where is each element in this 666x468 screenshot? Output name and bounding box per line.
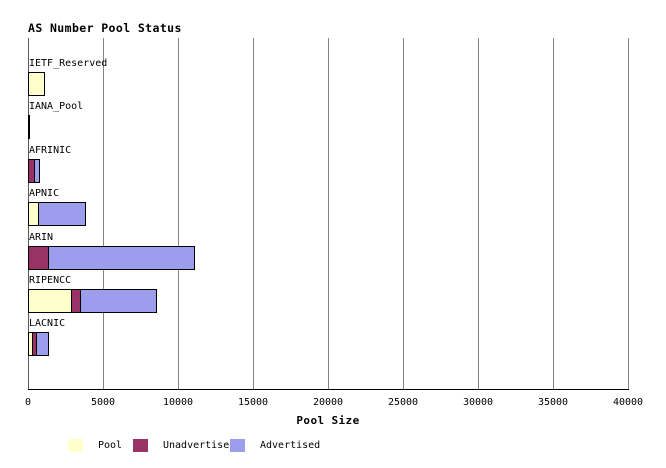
category-label-afrinic: AFRINIC [29,144,72,156]
category-label-iana_pool: IANA_Pool [29,101,84,113]
bar-segment-advertised [36,332,49,357]
x-tick-label: 40000 [612,397,644,408]
bar-segment-pool [28,289,72,313]
category-label-ripencc: RIPENCC [29,275,72,286]
gridline [403,38,404,389]
bar-lacnic [28,332,49,357]
x-tick-label: 15000 [237,397,269,408]
bar-segment-advertised [48,245,196,270]
bar-ripencc [28,289,157,313]
bar-segment-advertised [33,158,41,183]
gridline [253,38,254,389]
bar-segment-pool [28,72,45,96]
category-label-arin: ARIN [29,231,54,243]
x-tick-label: 30000 [462,397,494,408]
gridline [553,38,554,389]
x-tick-label: 0 [24,397,32,408]
legend-label-pool: Pool [98,440,123,451]
category-label-lacnic: LACNIC [29,318,66,330]
x-tick-label: 20000 [312,397,344,408]
legend-swatch-pool [68,439,83,452]
legend-label-unadvertised: Unadvertised [163,440,236,451]
gridline [103,38,104,389]
category-label-apnic: APNIC [29,188,60,200]
bar-segment-advertised [38,202,87,227]
x-tick-label: 10000 [162,397,194,408]
bar-ietf_reserved [28,72,45,96]
chart-title: AS Number Pool Status [28,21,182,35]
legend-swatch-unadvertised [133,439,148,452]
gridline [178,38,179,389]
legend-label-advertised: Advertised [260,440,321,451]
bar-afrinic [28,158,41,183]
x-axis-line [28,389,629,390]
bar-apnic [28,202,87,227]
gridline [628,38,629,389]
gridline [328,38,329,389]
x-tick-label: 35000 [537,397,569,408]
bar-segment-unadvertised [28,245,50,270]
bar-iana_pool [28,115,31,140]
category-label-ietf_reserved: IETF_Reserved [29,58,108,69]
x-tick-label: 5000 [90,397,116,408]
gridline [478,38,479,389]
bar-segment-advertised [79,289,157,313]
x-axis-title: Pool Size [296,414,360,427]
bar-arin [28,245,196,270]
x-tick-label: 25000 [387,397,419,408]
bar-segment-pool [28,115,31,140]
legend-swatch-advertised [230,439,245,452]
